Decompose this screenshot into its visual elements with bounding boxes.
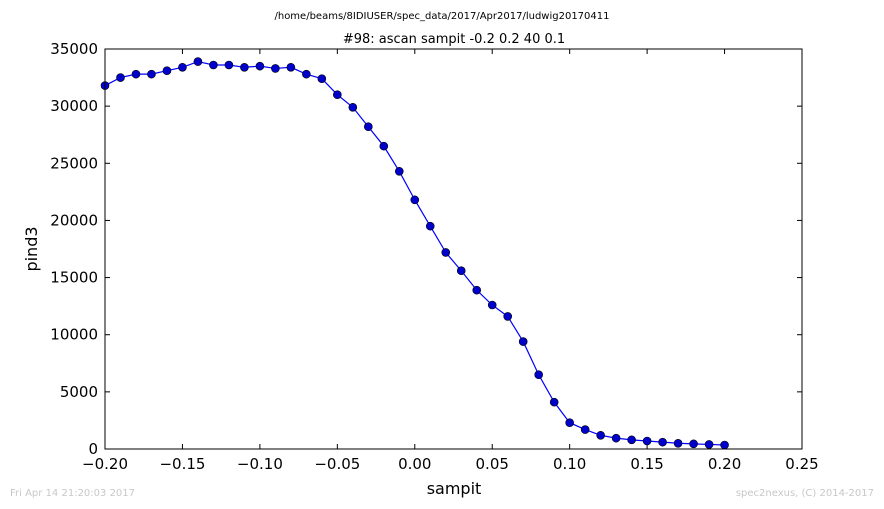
data-point [580, 425, 590, 434]
data-point [720, 440, 729, 450]
data-series [100, 57, 729, 450]
axis-ticks: −0.20 −0.15 −0.10 −0.05 0.00 0.05 0.10 0.15 0.20… [50, 40, 818, 473]
y-tick-label: 15000 [50, 269, 98, 287]
data-point [379, 141, 389, 151]
data-point [131, 69, 141, 79]
x-tick-label: 0.10 [553, 455, 586, 473]
x-tick-label: 0.20 [708, 455, 741, 473]
y-tick-label: 10000 [50, 326, 98, 344]
data-point [611, 433, 621, 443]
data-point [441, 248, 451, 257]
data-point [642, 436, 652, 446]
data-point [394, 166, 404, 176]
data-point [549, 397, 559, 407]
data-point [209, 60, 218, 70]
x-tick-label: −0.15 [159, 455, 205, 473]
data-point [565, 418, 574, 428]
x-tick-label: 0.15 [630, 455, 663, 473]
data-point [224, 60, 234, 70]
y-axis-label: pind3 [22, 226, 41, 271]
x-tick-label: −0.10 [237, 455, 283, 473]
x-axis-label: sampit [427, 479, 482, 498]
data-point [317, 74, 327, 84]
y-tick-label: 0 [88, 440, 98, 458]
data-point [255, 61, 265, 71]
data-point [627, 435, 636, 445]
y-tick-label: 30000 [50, 97, 98, 115]
data-point [456, 266, 466, 276]
data-point [240, 62, 249, 72]
x-tick-label: 0.25 [785, 455, 818, 473]
x-tick-label: 0.00 [398, 455, 431, 473]
x-tick-label: 0.05 [476, 455, 509, 473]
y-tick-label: 20000 [50, 211, 98, 229]
data-point [286, 62, 296, 72]
data-point [425, 221, 435, 231]
footer-timestamp: Fri Apr 14 21:20:03 2017 [10, 488, 136, 499]
footer-credit: spec2nexus, (C) 2014-2017 [735, 488, 874, 499]
data-point [534, 370, 543, 380]
plot-frame [104, 48, 803, 450]
x-tick-label: −0.20 [82, 455, 128, 473]
data-point [271, 64, 280, 73]
data-point [518, 337, 528, 346]
data-point [348, 102, 358, 112]
data-point [472, 285, 482, 295]
data-point [487, 300, 497, 310]
data-point [302, 69, 311, 79]
data-point [503, 312, 513, 321]
data-point [658, 437, 667, 447]
data-point [147, 69, 156, 79]
data-point [333, 90, 342, 100]
y-tick-label: 25000 [50, 154, 98, 172]
data-point [689, 439, 698, 449]
y-tick-label: 5000 [60, 383, 98, 401]
data-point [116, 73, 125, 82]
data-point [193, 57, 203, 66]
data-point [410, 195, 420, 205]
series-line [104, 60, 725, 446]
data-point [178, 62, 187, 72]
data-point [596, 430, 605, 440]
chart-title: #98: ascan sampit -0.2 0.2 40 0.1 [343, 32, 565, 47]
x-tick-label: −0.05 [314, 455, 360, 473]
data-point [162, 66, 172, 76]
data-point [364, 122, 373, 132]
data-point [704, 440, 714, 449]
chart-supertitle: /home/beams/8IDIUSER/spec_data/2017/Apr2… [274, 11, 609, 22]
data-point [673, 438, 683, 448]
y-tick-label: 35000 [50, 40, 98, 58]
